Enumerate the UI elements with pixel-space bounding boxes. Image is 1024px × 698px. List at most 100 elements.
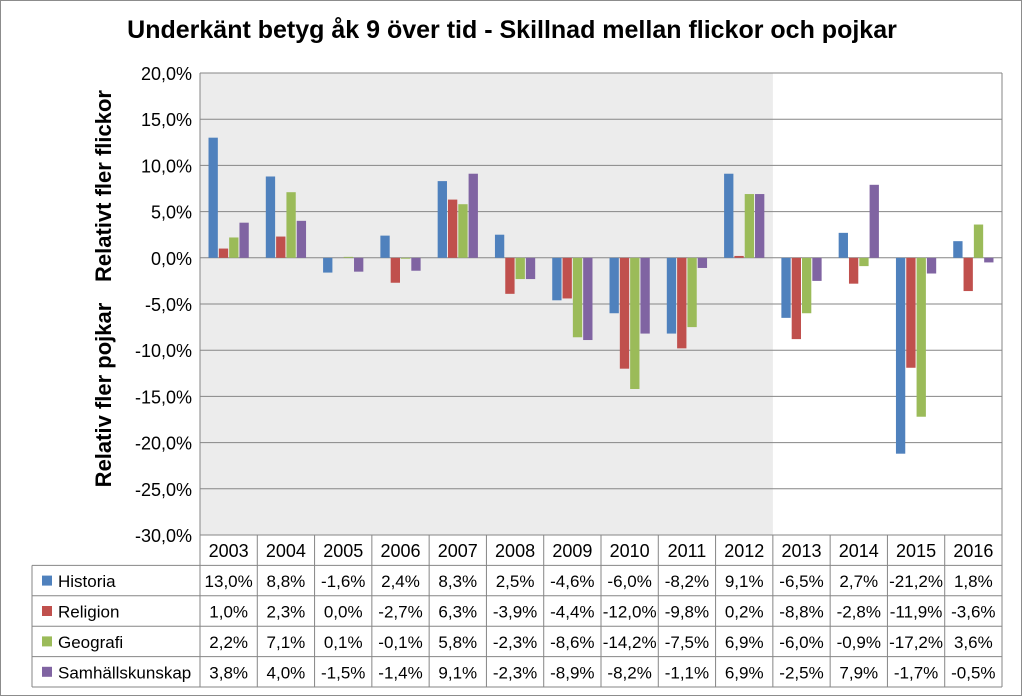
bar-geografi-2012 (744, 194, 755, 258)
y-tick-label: 0,0% (151, 249, 192, 269)
y-tick-label: 20,0% (141, 64, 192, 84)
data-label: 3,8% (209, 663, 248, 682)
data-label: -8,9% (550, 663, 594, 682)
data-label: -2,7% (378, 603, 422, 622)
data-label: -1,7% (894, 663, 938, 682)
y-tick-label: -30,0% (135, 526, 192, 546)
data-label: -8,8% (779, 603, 823, 622)
bar-historia-2003 (208, 137, 218, 258)
data-label: 5,8% (438, 633, 477, 652)
x-tick-label: 2012 (724, 541, 764, 561)
bar-historia-2013 (781, 257, 791, 318)
data-label: 4,0% (267, 663, 306, 682)
bar-samhällskunskap-2007 (468, 173, 478, 258)
bar-samhällskunskap-2011 (697, 257, 708, 268)
x-tick-label: 2005 (323, 541, 363, 561)
data-label: 9,1% (725, 572, 764, 591)
data-label: -6,0% (779, 633, 823, 652)
bar-samhällskunskap-2006 (411, 257, 421, 271)
bar-geografi-2007 (458, 204, 468, 258)
x-tick-label: 2014 (839, 541, 879, 561)
bar-religion-2007 (447, 199, 458, 258)
data-label: -6,5% (779, 572, 823, 591)
data-label: -1,1% (665, 663, 709, 682)
data-label: 1,0% (209, 603, 248, 622)
bar-geografi-2006 (401, 257, 411, 259)
data-label: 0,1% (324, 633, 363, 652)
y-tick-label: -5,0% (145, 295, 192, 315)
data-label: 1,8% (954, 572, 993, 591)
bar-geografi-2011 (687, 257, 697, 328)
bar-historia-2007 (437, 181, 447, 258)
data-label: -7,5% (665, 633, 709, 652)
legend-swatch-religion (42, 606, 52, 616)
bar-geografi-2013 (802, 257, 812, 314)
bar-samhällskunskap-2005 (354, 257, 364, 272)
bar-historia-2005 (323, 257, 333, 273)
bar-samhällskunskap-2016 (984, 257, 994, 263)
data-label: 0,0% (324, 603, 363, 622)
data-label: -4,4% (550, 603, 594, 622)
bar-religion-2015 (906, 257, 916, 368)
x-tick-label: 2016 (953, 541, 993, 561)
bar-samhällskunskap-2012 (755, 194, 765, 258)
legend-label-geografi: Geografi (58, 633, 123, 652)
bar-samhällskunskap-2008 (525, 257, 536, 280)
legend-swatch-samhällskunskap (42, 666, 52, 677)
data-label: -2,8% (837, 603, 881, 622)
bar-religion-2012 (734, 255, 744, 258)
data-label: -14,2% (603, 633, 657, 652)
data-label: -8,6% (550, 633, 594, 652)
data-label: -1,5% (321, 663, 365, 682)
data-label: -3,9% (493, 603, 537, 622)
bar-religion-2003 (218, 248, 229, 258)
bar-historia-2015 (895, 257, 906, 454)
bar-religion-2008 (505, 257, 515, 294)
data-label: 8,8% (267, 572, 306, 591)
y-tick-label: 5,0% (151, 203, 192, 223)
data-label: 2,5% (496, 572, 535, 591)
data-label: -0,1% (378, 633, 422, 652)
bar-historia-2008 (494, 234, 505, 258)
data-label: -3,6% (951, 603, 995, 622)
data-label: 2,7% (839, 572, 878, 591)
bar-historia-2010 (609, 257, 619, 314)
data-label: -17,2% (889, 633, 943, 652)
legend-swatch-geografi (42, 636, 52, 647)
bar-geografi-2010 (630, 257, 640, 390)
bar-geografi-2004 (286, 192, 296, 258)
bar-samhällskunskap-2014 (869, 184, 879, 258)
bar-samhällskunskap-2013 (812, 257, 822, 281)
bar-historia-2009 (552, 257, 562, 301)
bar-historia-2006 (380, 235, 390, 258)
bar-geografi-2016 (973, 224, 984, 258)
data-label: -1,6% (321, 572, 365, 591)
y-tick-label: -10,0% (135, 341, 192, 361)
data-label: -12,0% (603, 603, 657, 622)
x-tick-label: 2010 (610, 541, 650, 561)
bar-religion-2014 (848, 257, 859, 284)
bar-religion-2009 (562, 257, 572, 299)
bar-historia-2012 (724, 173, 734, 258)
data-label: -0,5% (951, 663, 995, 682)
data-label: 2,3% (267, 603, 306, 622)
x-tick-label: 2006 (380, 541, 420, 561)
legend-label-samhällskunskap: Samhällskunskap (58, 663, 191, 682)
chart-title: Underkänt betyg åk 9 över tid - Skillnad… (127, 16, 897, 44)
y-tick-label: -25,0% (135, 480, 192, 500)
y-tick-label: 15,0% (141, 110, 192, 130)
x-tick-label: 2008 (495, 541, 535, 561)
bar-samhällskunskap-2009 (583, 257, 593, 341)
bar-religion-2016 (963, 257, 973, 292)
data-label: 6,9% (725, 663, 764, 682)
data-label: -2,5% (779, 663, 823, 682)
bar-geografi-2014 (859, 257, 869, 267)
data-label: 9,1% (438, 663, 477, 682)
data-label: -1,4% (378, 663, 422, 682)
legend-label-religion: Religion (58, 603, 119, 622)
y-tick-label: -15,0% (135, 387, 192, 407)
y-tick-label: -20,0% (135, 434, 192, 454)
data-label: -8,2% (607, 663, 651, 682)
bar-religion-2013 (791, 257, 801, 340)
